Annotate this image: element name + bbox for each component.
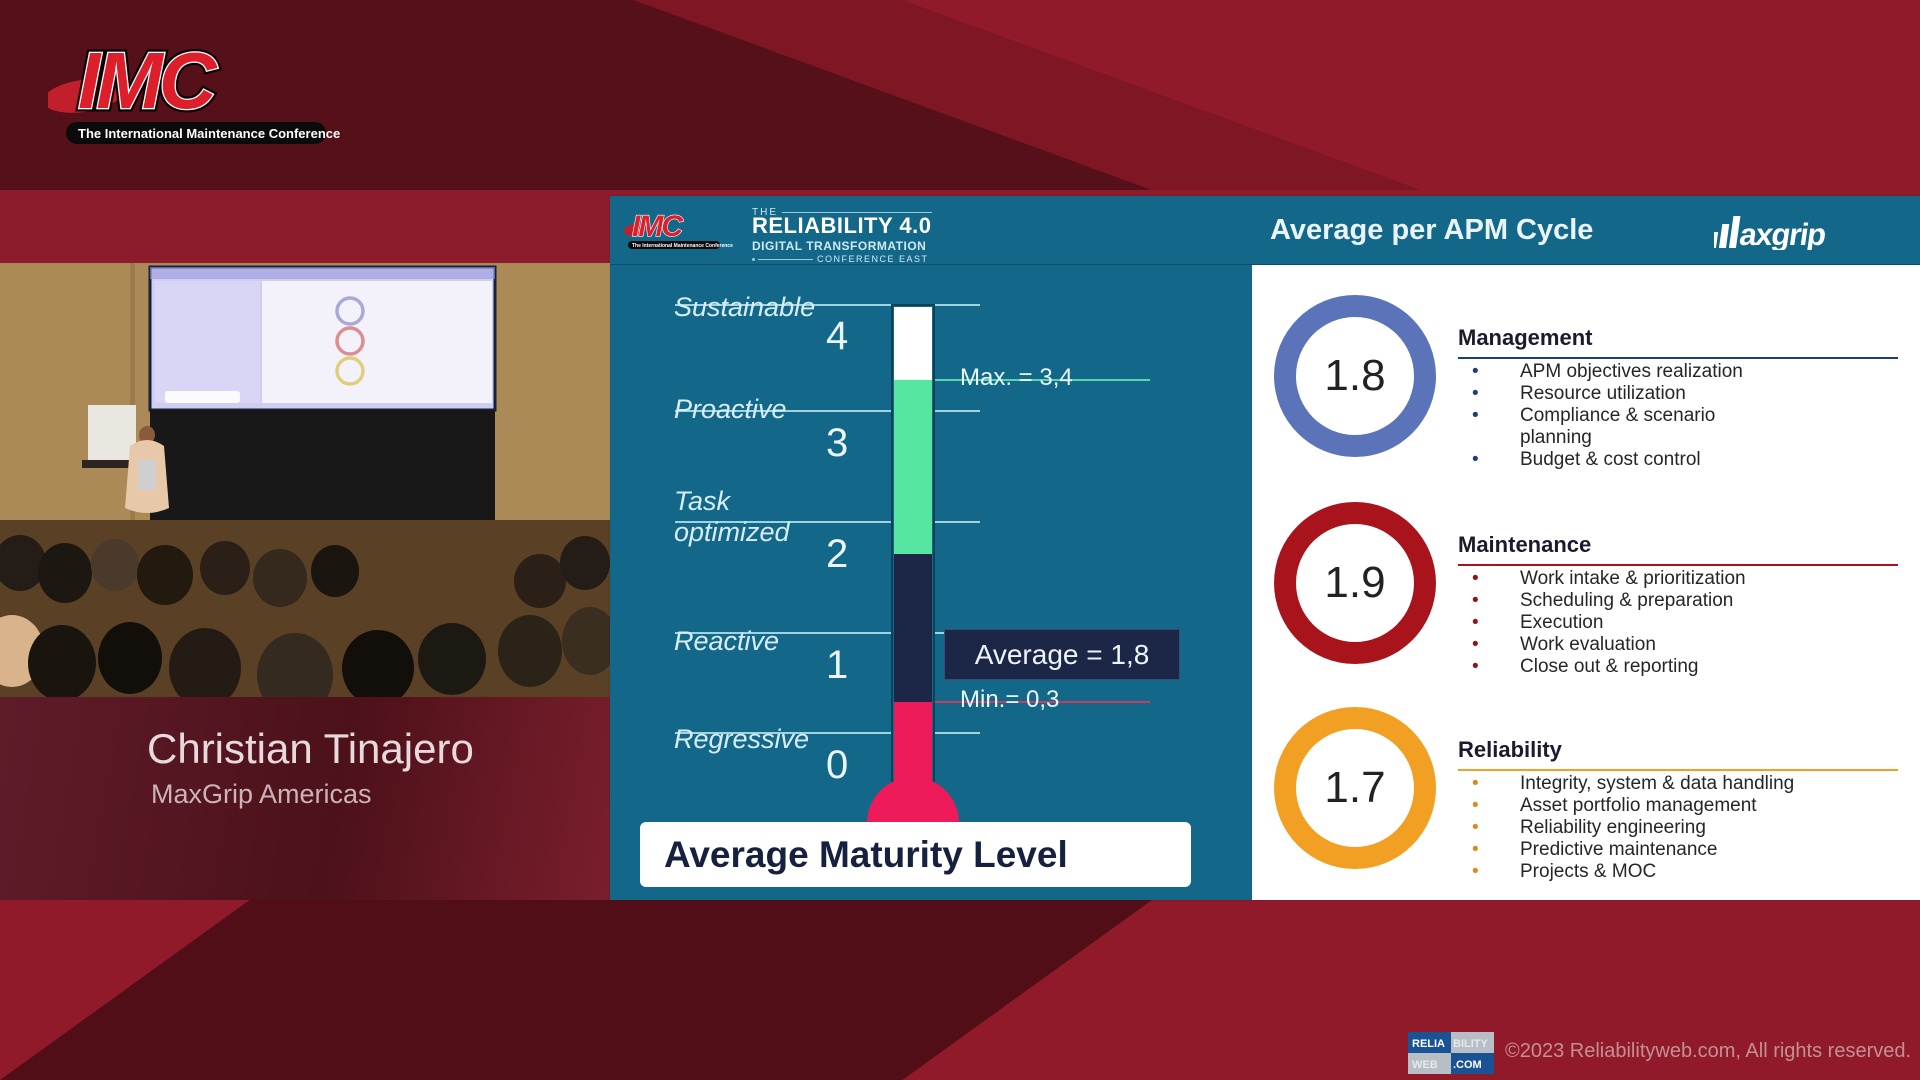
svg-text:RELIA: RELIA <box>1412 1038 1445 1050</box>
svg-text:axgrip: axgrip <box>1737 217 1827 250</box>
svg-text:IMC: IMC <box>632 210 684 243</box>
svg-text:WEB: WEB <box>1412 1059 1438 1071</box>
svg-text:IMC: IMC <box>78 36 218 125</box>
svg-text:.COM: .COM <box>1453 1059 1482 1071</box>
svg-text:BILITY: BILITY <box>1453 1038 1488 1050</box>
svg-text:The International Maintenance: The International Maintenance Conference <box>632 243 733 249</box>
svg-text:The International Maintenance: The International Maintenance Conference <box>78 126 340 141</box>
